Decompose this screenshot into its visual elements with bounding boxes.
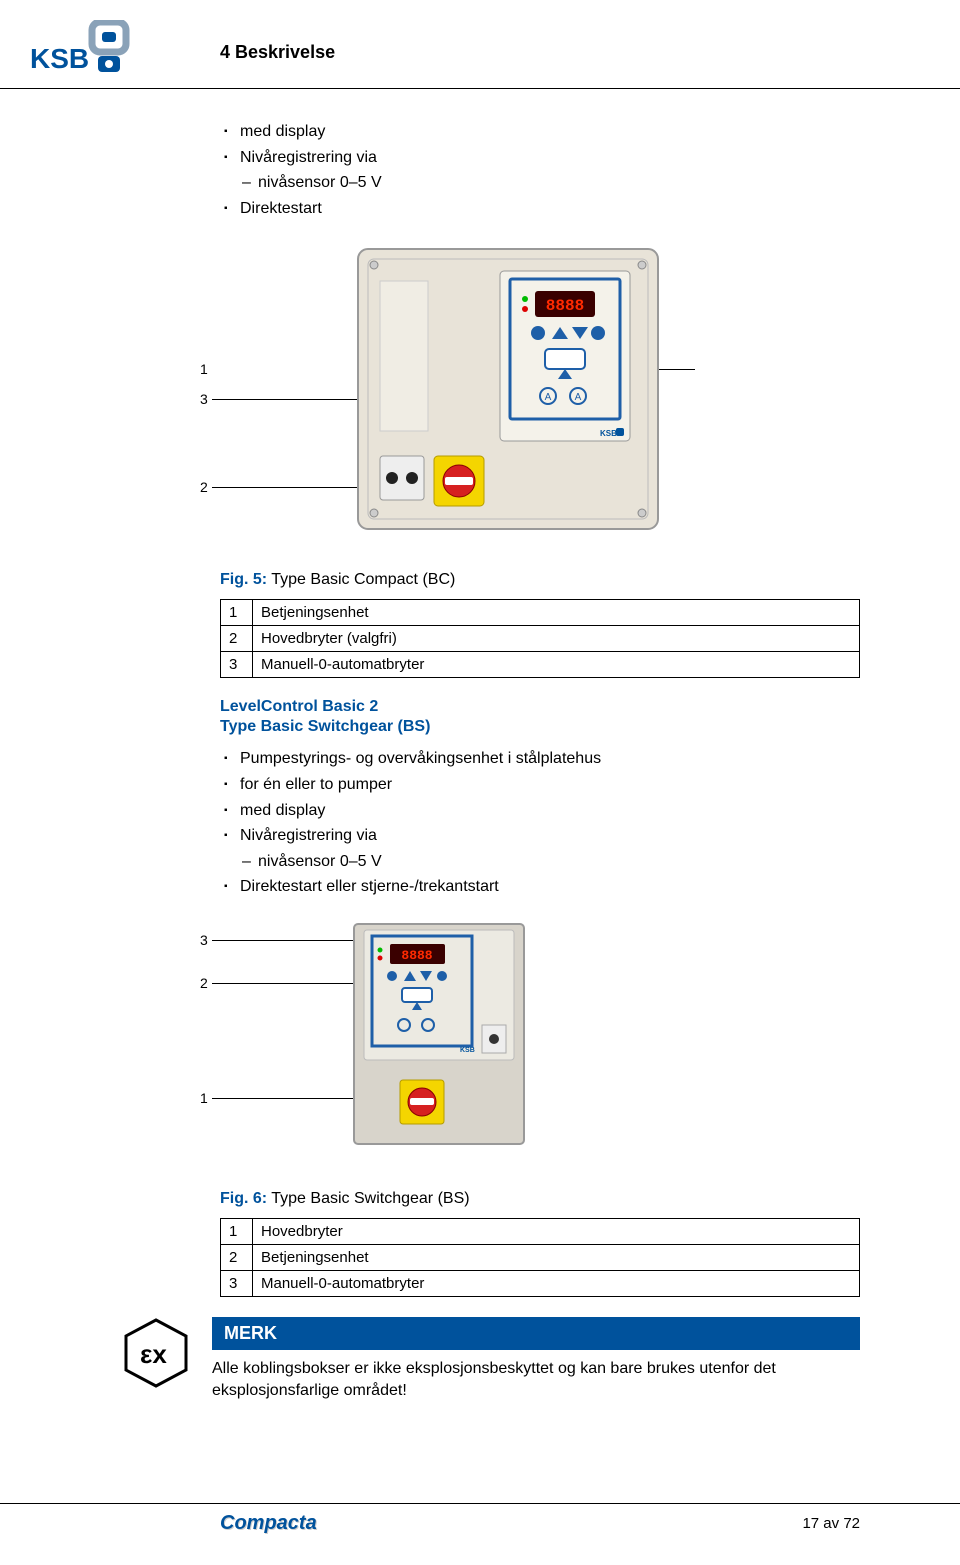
callout-3: 3 — [200, 391, 208, 407]
cell: Hovedbryter — [253, 1218, 860, 1244]
callout-line — [212, 399, 367, 400]
fig-label: Fig. 5: — [220, 571, 267, 588]
cell: Manuell-0-automatbryter — [253, 652, 860, 678]
notice-title: MERK — [212, 1317, 860, 1350]
explosion-protection-icon: εx — [120, 1317, 192, 1394]
footer-title: Compacta — [220, 1504, 317, 1535]
ksb-logo: KSB — [30, 20, 150, 80]
cell: 2 — [221, 1244, 253, 1270]
section-title: 4 Beskrivelse — [220, 42, 335, 63]
device-illustration-bc: 8888 A A KSB — [350, 241, 670, 546]
callout-line — [212, 983, 367, 984]
list-item: Pumpestyrings- og overvåkingsenhet i stå… — [220, 746, 860, 772]
list-item: for én eller to pumper — [220, 772, 860, 798]
page-footer: Compacta 17 av 72 — [0, 1503, 960, 1565]
svg-text:KSB: KSB — [460, 1047, 475, 1054]
callout-3: 3 — [200, 932, 208, 948]
page-header: KSB 4 Beskrivelse — [0, 0, 960, 89]
intro-bullet-list: med display Nivåregistrering via nivåsen… — [220, 119, 860, 221]
cell: Betjeningsenhet — [253, 1244, 860, 1270]
content-area: med display Nivåregistrering via nivåsen… — [0, 89, 960, 1423]
table-row: 1Hovedbryter — [221, 1218, 860, 1244]
figure-6-legend: 1Hovedbryter 2Betjeningsenhet 3Manuell-0… — [220, 1218, 860, 1297]
list-item: Direktestart — [220, 196, 860, 222]
fig-text: Type Basic Compact (BC) — [267, 571, 455, 588]
notice-body: Alle koblingsbokser er ikke eksplosjonsb… — [212, 1350, 860, 1403]
notice-row: εx MERK Alle koblingsbokser er ikke eksp… — [120, 1317, 860, 1403]
svg-text:KSB: KSB — [30, 43, 89, 74]
fig-label: Fig. 6: — [220, 1190, 267, 1207]
callout-1: 1 — [200, 361, 208, 377]
callout-1: 1 — [200, 1090, 208, 1106]
list-item: Nivåregistrering via — [220, 823, 860, 849]
svg-text:8888: 8888 — [546, 297, 584, 315]
svg-text:KSB: KSB — [600, 429, 617, 438]
cell: 1 — [221, 600, 253, 626]
list-item: Nivåregistrering via — [220, 145, 860, 171]
subsection-heading: LevelControl Basic 2 — [220, 698, 860, 716]
footer-page: 17 av 72 — [802, 1507, 860, 1532]
list-item: med display — [220, 119, 860, 145]
table-row: 1Betjeningsenhet — [221, 600, 860, 626]
figure-5-container: 3 1 2 8888 — [200, 241, 860, 551]
subsection-sub: Type Basic Switchgear (BS) — [220, 718, 860, 736]
svg-text:εx: εx — [140, 1339, 167, 1369]
figure-5-legend: 1Betjeningsenhet 2Hovedbryter (valgfri) … — [220, 599, 860, 678]
list-item: Direktestart eller stjerne-/trekantstart — [220, 874, 860, 900]
list-item: med display — [220, 798, 860, 824]
cell: 2 — [221, 626, 253, 652]
fig-text: Type Basic Switchgear (BS) — [267, 1190, 469, 1207]
cell: Manuell-0-automatbryter — [253, 1270, 860, 1296]
device-illustration-bs: 8888 KSB — [350, 920, 550, 1155]
table-row: 2Hovedbryter (valgfri) — [221, 626, 860, 652]
list-item-sub: nivåsensor 0–5 V — [220, 170, 860, 196]
callout-2: 2 — [200, 975, 208, 991]
figure-5-caption: Fig. 5: Type Basic Compact (BC) — [220, 571, 860, 589]
cell: 3 — [221, 1270, 253, 1296]
svg-text:8888: 8888 — [401, 948, 432, 963]
cell: 1 — [221, 1218, 253, 1244]
table-row: 3Manuell-0-automatbryter — [221, 652, 860, 678]
svg-text:A: A — [545, 392, 552, 403]
cell: 3 — [221, 652, 253, 678]
bs-bullet-list: Pumpestyrings- og overvåkingsenhet i stå… — [220, 746, 860, 900]
cell: Betjeningsenhet — [253, 600, 860, 626]
table-row: 2Betjeningsenhet — [221, 1244, 860, 1270]
list-item-sub: nivåsensor 0–5 V — [220, 849, 860, 875]
figure-6-caption: Fig. 6: Type Basic Switchgear (BS) — [220, 1190, 860, 1208]
cell: Hovedbryter (valgfri) — [253, 626, 860, 652]
notice-content: MERK Alle koblingsbokser er ikke eksplos… — [212, 1317, 860, 1403]
table-row: 3Manuell-0-automatbryter — [221, 1270, 860, 1296]
figure-6-container: 3 2 1 8888 KS — [200, 920, 860, 1170]
callout-2: 2 — [200, 479, 208, 495]
svg-text:A: A — [575, 392, 582, 403]
